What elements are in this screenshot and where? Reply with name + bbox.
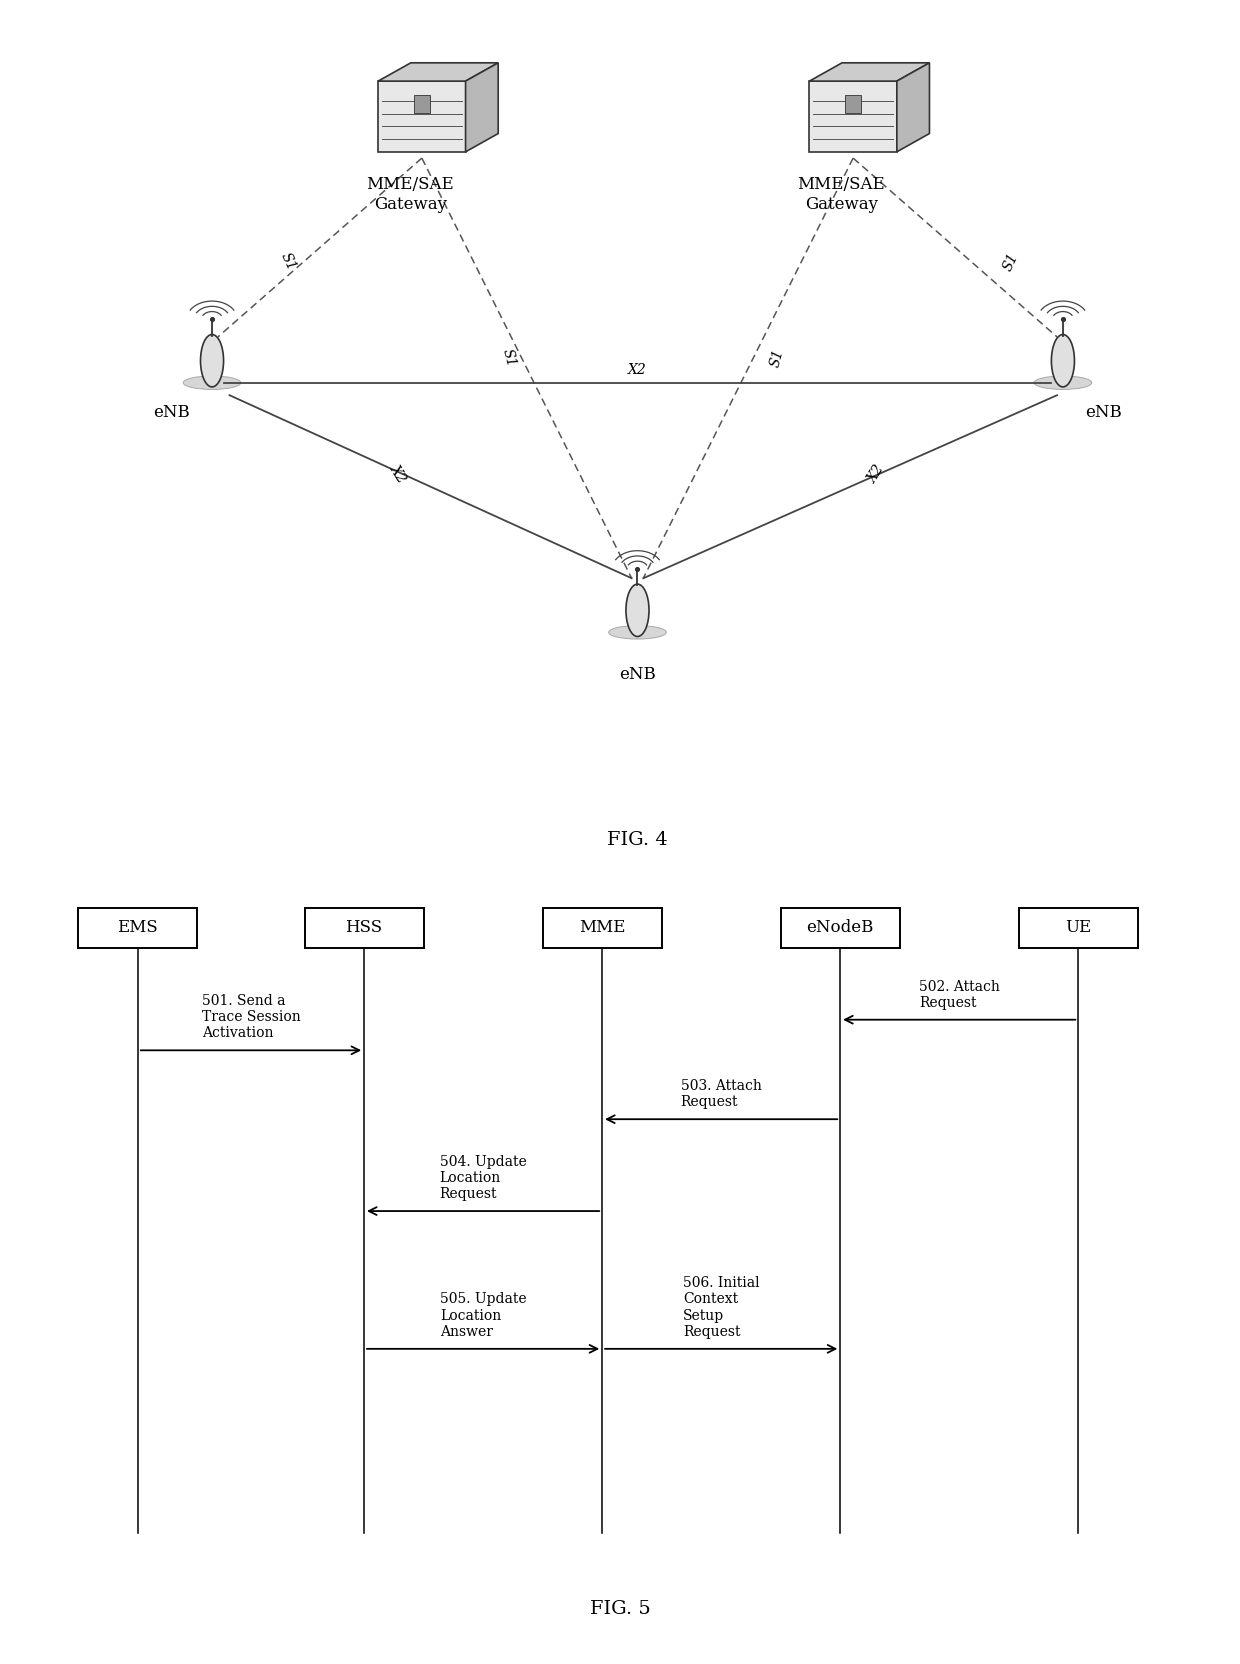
FancyBboxPatch shape (305, 909, 424, 948)
Ellipse shape (1034, 376, 1091, 389)
FancyBboxPatch shape (78, 909, 197, 948)
Text: eNB: eNB (1085, 403, 1122, 421)
Ellipse shape (609, 626, 666, 639)
Polygon shape (378, 82, 465, 151)
Polygon shape (465, 63, 498, 151)
Text: S1: S1 (278, 251, 298, 273)
Text: S1: S1 (500, 348, 518, 368)
Text: 504. Update
Location
Request: 504. Update Location Request (440, 1155, 527, 1201)
Polygon shape (810, 63, 930, 82)
Bar (846, 95, 861, 113)
Ellipse shape (626, 584, 649, 637)
Text: eNB: eNB (153, 403, 190, 421)
Text: X2: X2 (866, 463, 888, 486)
Ellipse shape (1052, 334, 1075, 388)
Text: 503. Attach
Request: 503. Attach Request (681, 1078, 761, 1110)
Text: UE: UE (1065, 919, 1091, 937)
Text: 502. Attach
Request: 502. Attach Request (919, 980, 999, 1010)
Ellipse shape (184, 376, 241, 389)
Text: FIG. 5: FIG. 5 (590, 1601, 650, 1617)
Text: eNB: eNB (619, 666, 656, 682)
Text: HSS: HSS (346, 919, 383, 937)
Text: 505. Update
Location
Answer: 505. Update Location Answer (440, 1293, 527, 1340)
Text: eNodeB: eNodeB (806, 919, 874, 937)
Polygon shape (897, 63, 930, 151)
Bar (414, 95, 430, 113)
FancyBboxPatch shape (543, 909, 662, 948)
Polygon shape (378, 63, 498, 82)
Text: EMS: EMS (118, 919, 159, 937)
FancyBboxPatch shape (781, 909, 900, 948)
Polygon shape (810, 82, 897, 151)
Text: 506. Initial
Context
Setup
Request: 506. Initial Context Setup Request (683, 1276, 759, 1340)
Text: MME/SAE
Gateway: MME/SAE Gateway (366, 176, 454, 213)
Text: MME/SAE
Gateway: MME/SAE Gateway (797, 176, 885, 213)
Text: S1: S1 (1001, 251, 1021, 273)
Ellipse shape (201, 334, 223, 388)
FancyBboxPatch shape (1019, 909, 1138, 948)
Text: X2: X2 (629, 363, 647, 378)
Text: S1: S1 (769, 348, 786, 368)
Text: FIG. 4: FIG. 4 (608, 832, 668, 849)
Text: 501. Send a
Trace Session
Activation: 501. Send a Trace Session Activation (202, 993, 300, 1040)
Text: MME: MME (579, 919, 625, 937)
Text: X2: X2 (388, 463, 409, 486)
